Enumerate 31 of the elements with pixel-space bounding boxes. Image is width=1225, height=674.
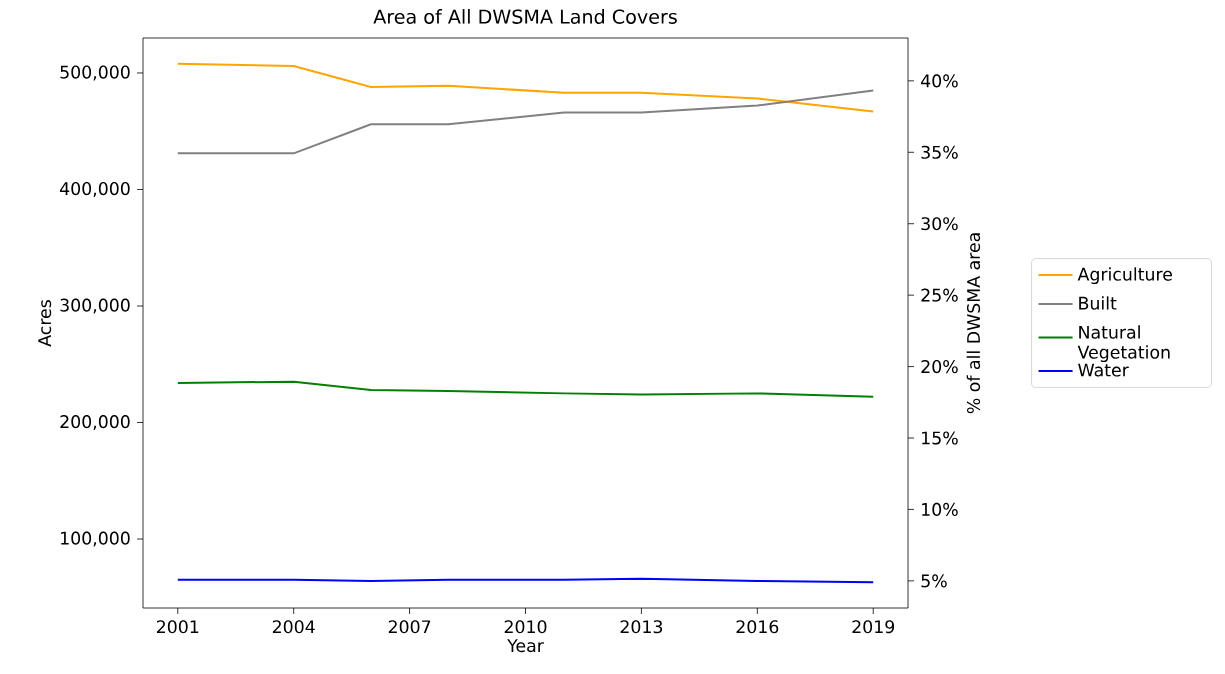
chart-title: Area of All DWSMA Land Covers xyxy=(373,9,677,24)
x-tick-label: 2013 xyxy=(620,620,663,634)
y-tick-label: 200,000 xyxy=(60,415,130,430)
legend-label: Water xyxy=(1078,363,1129,377)
y2-tick-label: 15% xyxy=(922,431,958,445)
x-tick-label: 2016 xyxy=(736,620,779,634)
y2-axis-title: % of all DWSMA area xyxy=(966,233,981,414)
y-tick-label: 100,000 xyxy=(61,531,130,547)
y2-tick-label: 25% xyxy=(921,288,958,302)
legend-label: Built xyxy=(1079,296,1117,310)
x-axis-title: Year xyxy=(507,639,544,653)
y2-tick-label: 35% xyxy=(921,145,958,159)
y-tick-label: 300,000 xyxy=(60,298,130,314)
x-tick-label: 2001 xyxy=(157,620,199,634)
x-tick-label: 2019 xyxy=(852,620,895,634)
y-tick-label: 500,000 xyxy=(60,65,130,81)
y2-tick-label: 5% xyxy=(921,574,947,588)
y2-tick-label: 30% xyxy=(921,217,958,231)
x-tick-label: 2004 xyxy=(272,620,315,634)
legend-label: Natural Vegetation xyxy=(1077,325,1170,363)
y-axis-title: Acres xyxy=(38,300,52,347)
y2-tick-label: 40% xyxy=(921,74,958,88)
y-tick-label: 400,000 xyxy=(59,182,130,197)
y2-tick-label: 10% xyxy=(922,502,958,516)
line-series xyxy=(176,380,875,398)
line-series xyxy=(176,89,875,155)
y2-tick-label: 20% xyxy=(921,360,958,374)
x-tick-label: 2007 xyxy=(388,620,431,634)
legend-label: Agriculture xyxy=(1077,267,1172,285)
line-series xyxy=(176,62,875,113)
x-tick-label: 2010 xyxy=(504,620,547,634)
